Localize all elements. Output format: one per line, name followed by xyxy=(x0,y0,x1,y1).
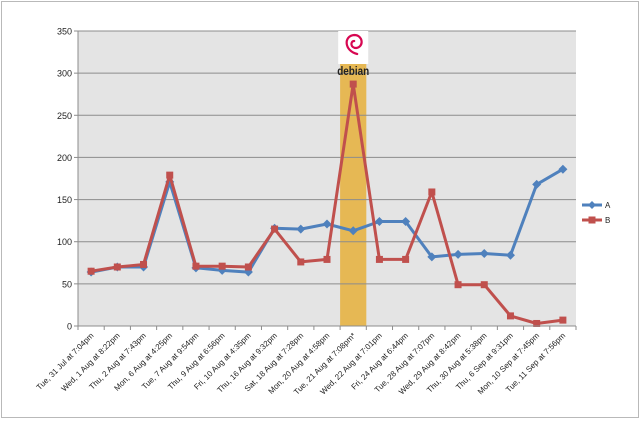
data-point-b xyxy=(480,281,488,289)
legend-label-b: B xyxy=(605,216,610,225)
data-point-a xyxy=(348,226,358,236)
data-point-a xyxy=(427,252,437,262)
plot-area xyxy=(78,31,576,326)
highlight-label: debian xyxy=(337,64,369,78)
legend-marker-a xyxy=(588,201,596,209)
data-point-b xyxy=(140,260,148,268)
y-tick-label: 50 xyxy=(62,279,72,289)
data-point-b xyxy=(244,263,252,271)
data-point-a xyxy=(401,216,411,226)
y-tick-label: 350 xyxy=(57,27,72,37)
data-point-b xyxy=(166,171,174,179)
data-point-b xyxy=(454,281,462,289)
data-point-a xyxy=(479,249,489,259)
highlight-band xyxy=(340,31,367,326)
y-tick-label: 300 xyxy=(57,69,72,79)
data-point-b xyxy=(271,225,279,233)
data-point-a xyxy=(374,216,384,226)
data-point-b xyxy=(533,319,541,327)
data-point-a xyxy=(322,219,332,229)
data-point-b xyxy=(113,263,121,271)
data-point-b xyxy=(218,262,226,270)
y-tick-label: 100 xyxy=(57,237,72,247)
data-point-b xyxy=(87,267,95,275)
y-tick-label: 250 xyxy=(57,111,72,121)
data-point-a xyxy=(453,249,463,259)
data-point-b xyxy=(323,255,331,263)
debian-swirl-logo xyxy=(345,33,363,56)
legend-marker-b xyxy=(588,216,596,224)
y-tick-label: 0 xyxy=(67,322,72,332)
data-point-b xyxy=(375,255,383,263)
data-point-b xyxy=(559,316,567,324)
y-tick-label: 150 xyxy=(57,195,72,205)
data-point-b xyxy=(349,80,357,88)
data-point-b xyxy=(402,255,410,263)
data-point-a xyxy=(505,250,515,260)
data-point-b xyxy=(192,262,200,270)
data-point-a xyxy=(532,179,542,189)
data-point-a xyxy=(296,224,306,234)
legend-label-a: A xyxy=(605,201,611,210)
data-point-b xyxy=(506,312,514,320)
data-point-a xyxy=(558,164,568,174)
data-point-b xyxy=(428,188,436,196)
data-point-b xyxy=(297,258,305,266)
y-tick-label: 200 xyxy=(57,153,72,163)
